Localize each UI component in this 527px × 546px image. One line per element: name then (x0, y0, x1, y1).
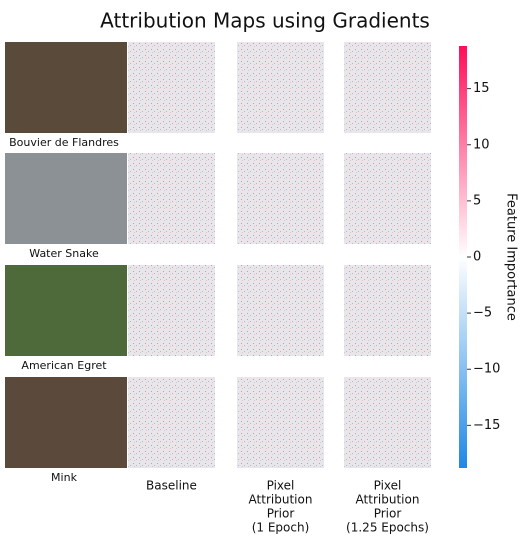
attribution-map (344, 265, 431, 356)
colorbar (459, 46, 467, 468)
column-label: (1.25 Epochs) (346, 521, 429, 535)
photo (5, 42, 127, 133)
column-label: Baseline (146, 479, 197, 493)
colorbar-tick-label: −15 (473, 418, 500, 433)
column-label: Prior (267, 507, 295, 521)
attribution-map (344, 153, 431, 244)
attribution-map (237, 265, 324, 356)
attribution-map (237, 153, 324, 244)
photo (5, 377, 127, 468)
row-label: Water Snake (29, 247, 99, 260)
column-label: Attribution (356, 493, 420, 507)
row-label: Mink (51, 471, 78, 484)
title: Attribution Maps using Gradients (100, 9, 430, 33)
attribution-map (128, 42, 215, 133)
row-label: American Egret (21, 359, 107, 372)
attribution-map (344, 42, 431, 133)
attribution-map (128, 377, 215, 468)
colorbar-tick-label: −5 (473, 306, 492, 321)
photo (5, 265, 127, 356)
column-label: (1 Epoch) (252, 521, 310, 535)
photo (5, 153, 127, 244)
colorbar-tick-label: 5 (473, 193, 481, 208)
attribution-map (237, 42, 324, 133)
colorbar-tick-label: 10 (473, 137, 490, 152)
column-label: Attribution (249, 493, 313, 507)
colorbar-label: Feature Importance (504, 193, 519, 321)
attribution-map (344, 377, 431, 468)
colorbar-tick-label: 15 (473, 81, 490, 96)
column-label: Prior (374, 507, 402, 521)
attribution-map (128, 153, 215, 244)
colorbar-tick-label: 0 (473, 250, 481, 265)
attribution-map (128, 265, 215, 356)
column-label: Pixel (374, 479, 402, 493)
row-label: Bouvier de Flandres (9, 136, 119, 149)
colorbar-tick-label: −10 (473, 362, 500, 377)
attribution-map (237, 377, 324, 468)
column-label: Pixel (267, 479, 295, 493)
